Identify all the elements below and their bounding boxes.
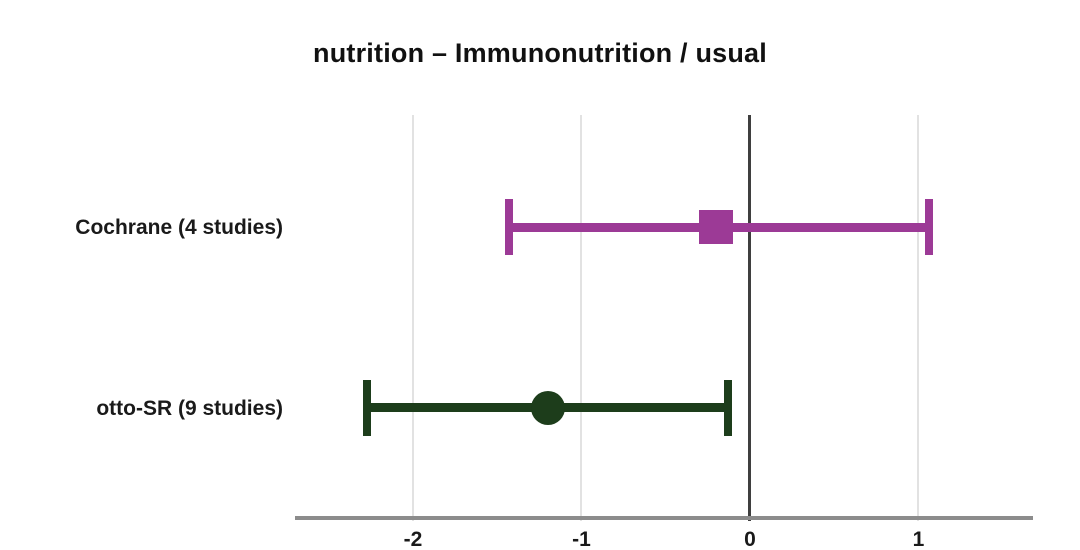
ci-cap-right — [924, 199, 933, 256]
x-tick-label: 1 — [912, 528, 925, 550]
gridline — [580, 115, 583, 521]
point-estimate-marker — [530, 390, 565, 425]
gridline — [917, 115, 920, 521]
row-label: Cochrane (4 studies) — [75, 216, 283, 240]
ci-cap-left — [504, 199, 513, 256]
chart-title: nutrition – Immunonutrition / usual — [313, 38, 767, 68]
x-tick-label: 0 — [744, 528, 756, 550]
gridline — [411, 115, 414, 521]
x-tick-label: -2 — [403, 528, 423, 550]
x-tick-label: -1 — [572, 528, 591, 550]
ci-cap-left — [363, 379, 372, 436]
point-estimate-marker — [699, 210, 734, 245]
x-axis-line — [295, 516, 1033, 520]
ci-cap-right — [724, 379, 733, 436]
zero-reference-line — [748, 115, 752, 521]
row-label: otto-SR (9 studies) — [96, 396, 283, 420]
